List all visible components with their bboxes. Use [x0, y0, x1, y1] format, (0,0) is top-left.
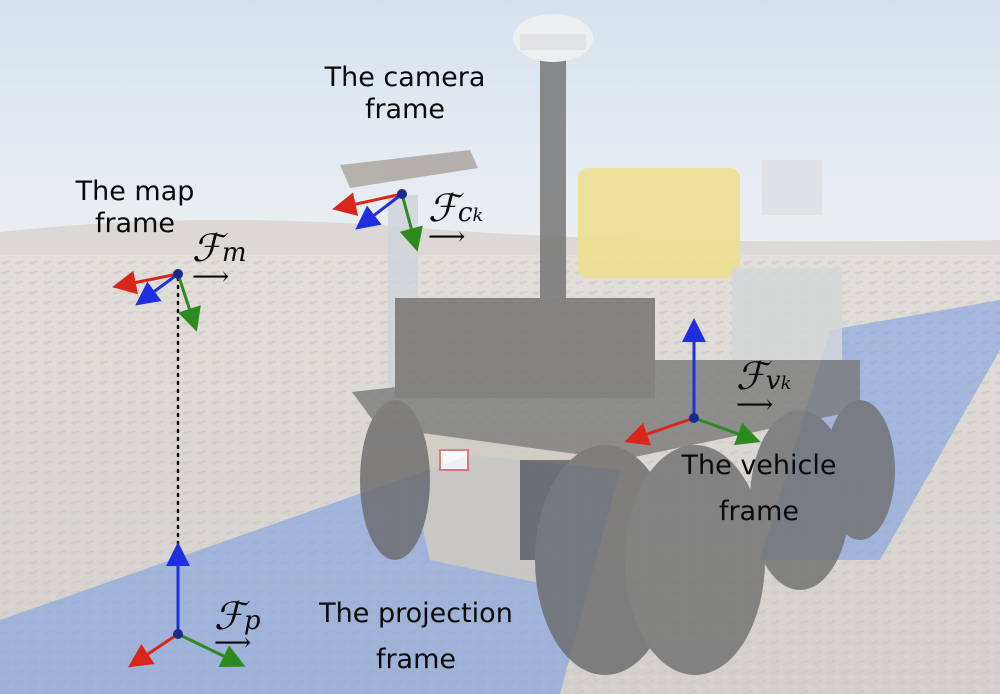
vehicle-origin	[689, 413, 699, 423]
vehicle-frame-label: The vehicle frame	[664, 450, 854, 528]
projection-frame-vector-arrow: ⟶	[214, 628, 252, 658]
projection-frame-symbol: ℱp	[214, 594, 261, 638]
vehicle-frame-label-line1: The vehicle	[681, 450, 837, 481]
wheel-middle	[750, 410, 850, 590]
camera-origin	[397, 189, 407, 199]
camera-frame-label-line2: frame	[364, 94, 446, 125]
projection-frame-axes	[128, 542, 246, 668]
vehicle-frame-vector-arrow: ⟶	[736, 390, 774, 420]
camera-z-axis	[355, 192, 403, 230]
vehicle-frame-label-line2: frame	[718, 496, 800, 527]
map-frame-axes	[112, 269, 201, 332]
camera-y-axis	[399, 193, 423, 252]
sky	[0, 0, 1000, 260]
vehicle-y-axis	[693, 416, 761, 446]
vehicle-frame-symbol: ℱvk	[736, 354, 792, 398]
wheel-rear	[825, 400, 895, 540]
camera-head	[340, 150, 478, 188]
wheel-front-right	[625, 445, 765, 675]
map-y-axis	[176, 273, 201, 332]
camera-x-axis	[332, 192, 403, 216]
projection-frame-label-line2: frame	[375, 644, 457, 675]
map-frame-symbol: ℱm	[192, 226, 247, 270]
vehicle-x-axis	[624, 416, 695, 446]
camera-frame-vector-arrow: ⟶	[428, 222, 466, 252]
camera-frame-symbol: ℱck	[428, 186, 484, 230]
wheel-left	[360, 400, 430, 560]
flag-icon	[439, 449, 469, 471]
map-frame-label: The map frame	[60, 176, 210, 240]
map-frame-label-line2: frame	[94, 208, 176, 239]
rover	[340, 14, 895, 675]
projection-frame-label: The projection frame	[296, 598, 536, 676]
projection-origin	[173, 629, 183, 639]
camera-frame-label-line1: The camera	[324, 62, 486, 93]
map-z-axis	[135, 272, 179, 306]
map-frame-vector-arrow: ⟶	[192, 262, 230, 292]
projection-x-axis	[128, 632, 179, 668]
map-x-axis	[112, 270, 179, 295]
camera-frame-label: The camera frame	[300, 62, 510, 126]
vehicle-frame-axes	[624, 318, 761, 446]
yellow-case	[578, 168, 740, 278]
projection-y-axis	[177, 632, 246, 667]
map-origin	[173, 269, 183, 279]
camera-frame-axes	[332, 189, 423, 252]
projection-frame-label-line1: The projection	[319, 598, 513, 629]
map-frame-label-line1: The map	[75, 176, 195, 207]
